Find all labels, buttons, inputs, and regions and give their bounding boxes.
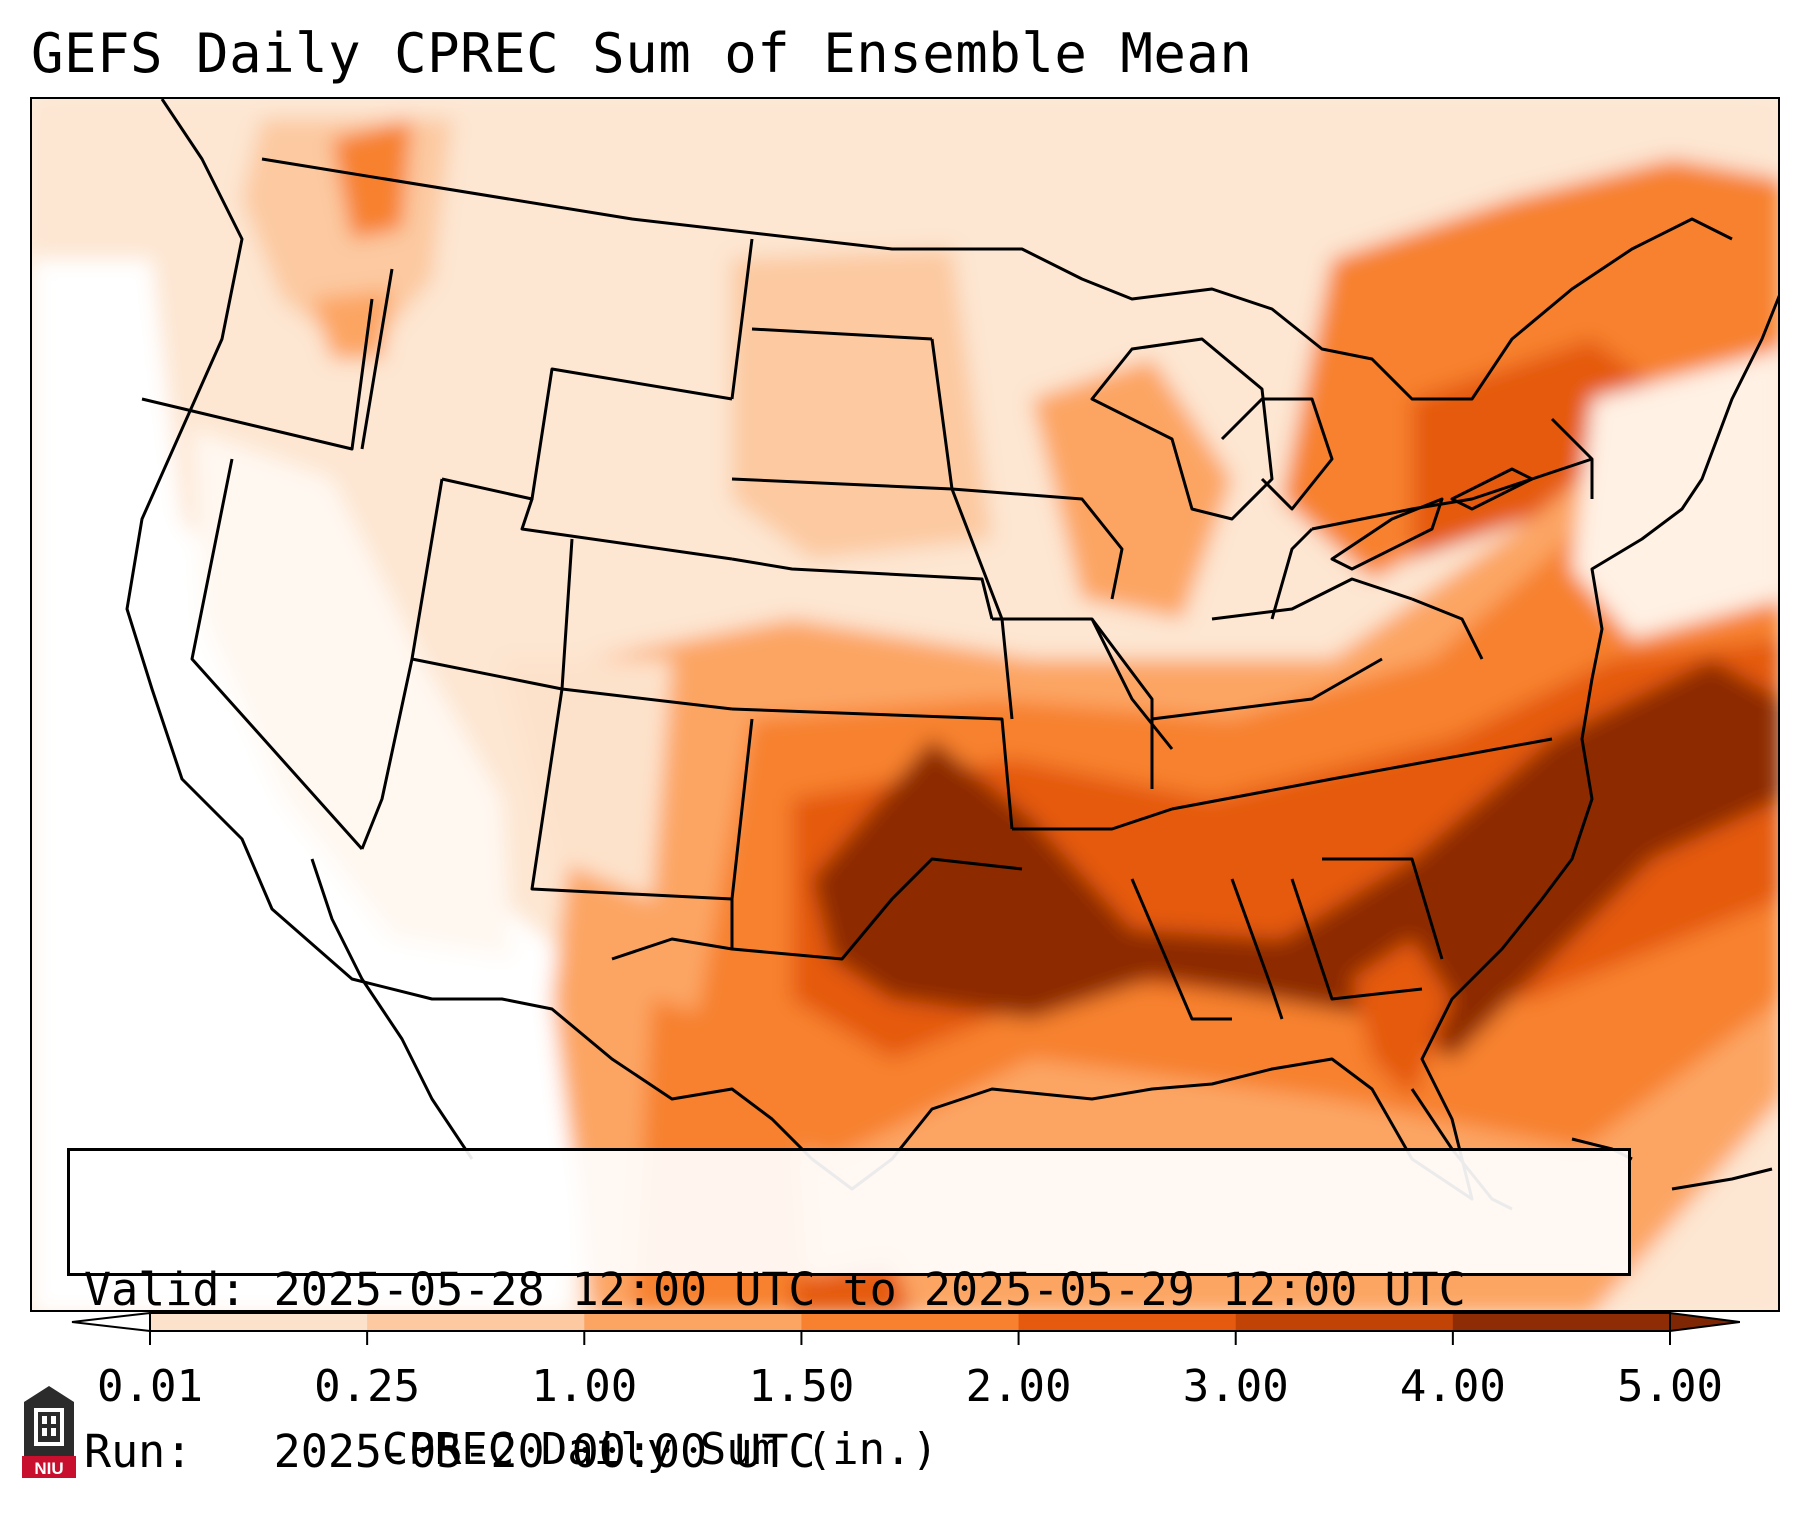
run-label: Run: bbox=[84, 1425, 193, 1478]
niu-logo: NIU bbox=[22, 1386, 76, 1478]
logo-text: NIU bbox=[34, 1459, 63, 1478]
valid-row: Valid: 2025-05-28 12:00 UTC to 2025-05-2… bbox=[84, 1263, 1614, 1317]
colorbar-segment bbox=[584, 1313, 802, 1331]
colorbar bbox=[71, 1311, 1740, 1345]
colorbar-segment bbox=[367, 1313, 585, 1331]
colorbar-segment bbox=[1452, 1313, 1671, 1331]
colorbar-over-extension bbox=[1669, 1311, 1740, 1333]
precipitation-map bbox=[30, 97, 1780, 1312]
run-value: 2025-05-20 00:00 UTC bbox=[273, 1425, 816, 1478]
state-boundaries bbox=[125, 99, 1778, 1211]
colorbar-segment bbox=[1235, 1313, 1454, 1331]
map-canvas bbox=[32, 99, 1778, 1310]
colorbar-title: CPREC Daily Sum (in.) bbox=[381, 1424, 939, 1475]
colorbar-tick-label: 0.01 bbox=[97, 1361, 203, 1412]
precip-shading bbox=[32, 99, 1778, 1310]
colorbar-segment bbox=[801, 1313, 1020, 1331]
colorbar-under-extension bbox=[71, 1311, 151, 1333]
colorbar-tick-label: 0.25 bbox=[314, 1361, 421, 1412]
valid-run-info-box: Valid: 2025-05-28 12:00 UTC to 2025-05-2… bbox=[67, 1148, 1631, 1478]
run-row: Run: 2025-05-20 00:00 UTC bbox=[84, 1425, 1614, 1479]
colorbar-segment bbox=[1018, 1313, 1237, 1331]
colorbar-tick-label: 4.00 bbox=[1399, 1361, 1506, 1412]
colorbar-outline bbox=[149, 1312, 1671, 1332]
colorbar-tick-label: 1.00 bbox=[531, 1361, 638, 1412]
colorbar-tick-label: 5.00 bbox=[1617, 1361, 1723, 1412]
valid-label: Valid: bbox=[84, 1263, 247, 1316]
colorbar-tick-label: 1.50 bbox=[748, 1361, 855, 1412]
colorbar-segment bbox=[150, 1313, 368, 1331]
valid-value: 2025-05-28 12:00 UTC to 2025-05-29 12:00… bbox=[273, 1263, 1466, 1316]
map-title: GEFS Daily CPREC Sum of Ensemble Mean bbox=[31, 22, 1253, 85]
colorbar-tick-label: 2.00 bbox=[965, 1361, 1072, 1412]
colorbar-tick-label: 3.00 bbox=[1182, 1361, 1289, 1412]
